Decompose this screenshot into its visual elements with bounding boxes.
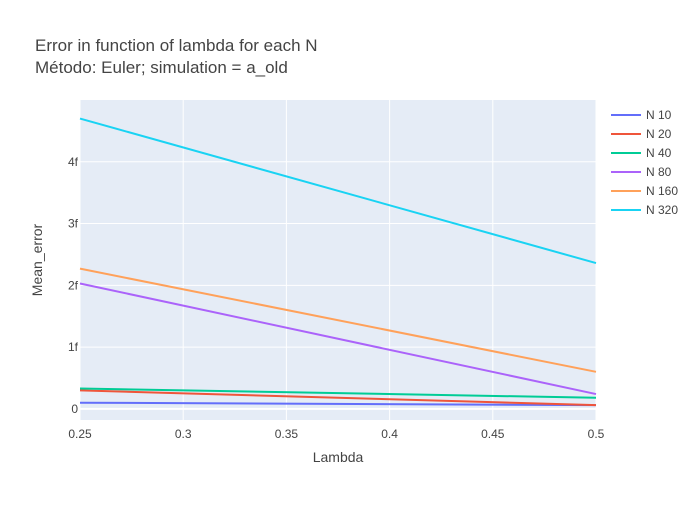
legend-label: N 160 [646,184,678,198]
legend-label: N 320 [646,203,678,217]
series-line-n-80 [79,282,597,396]
y-tick-label: 3f [68,217,79,231]
x-axis-label: Lambda [313,449,364,465]
y-tick-label: 4f [68,155,79,169]
x-tick-label: 0.4 [381,427,398,441]
legend-item[interactable]: N 20 [611,127,672,141]
grid [79,100,597,420]
legend-label: N 40 [646,146,672,160]
legend-item[interactable]: N 40 [611,146,672,160]
chart-title-line1: Error in function of lambda for each N [35,36,318,55]
x-tick-label: 0.25 [68,427,92,441]
x-tick-label: 0.3 [175,427,192,441]
x-tick-label: 0.45 [481,427,505,441]
x-tick-label: 0.35 [275,427,299,441]
plot-area [80,100,596,420]
series-line-n-160 [79,267,597,373]
x-tick-label: 0.5 [588,427,605,441]
legend[interactable]: N 10 N 20 N 40 N 80 N 160 N 320 [611,108,678,217]
legend-item[interactable]: N 320 [611,203,678,217]
series-line-n-320 [79,117,597,265]
y-tick-label: 2f [68,278,79,292]
legend-item[interactable]: N 10 [611,108,672,122]
y-tick-label: 1f [68,340,79,354]
legend-label: N 20 [646,127,672,141]
legend-label: N 10 [646,108,672,122]
series-line-n-40 [79,387,597,399]
x-axis-ticks: 0.25 0.3 0.35 0.4 0.45 0.5 [68,427,604,441]
series-lines [79,117,597,407]
y-axis-label: Mean_error [29,223,45,296]
legend-item[interactable]: N 80 [611,165,672,179]
y-tick-label: 0 [71,402,78,416]
legend-label: N 80 [646,165,672,179]
series-line-n-10 [79,401,597,407]
legend-item[interactable]: N 160 [611,184,678,198]
chart-title-line2: Método: Euler; simulation = a_old [35,58,288,77]
series-line-n-20 [79,389,597,407]
y-axis-ticks: 0 1f 2f 3f 4f [68,155,79,416]
